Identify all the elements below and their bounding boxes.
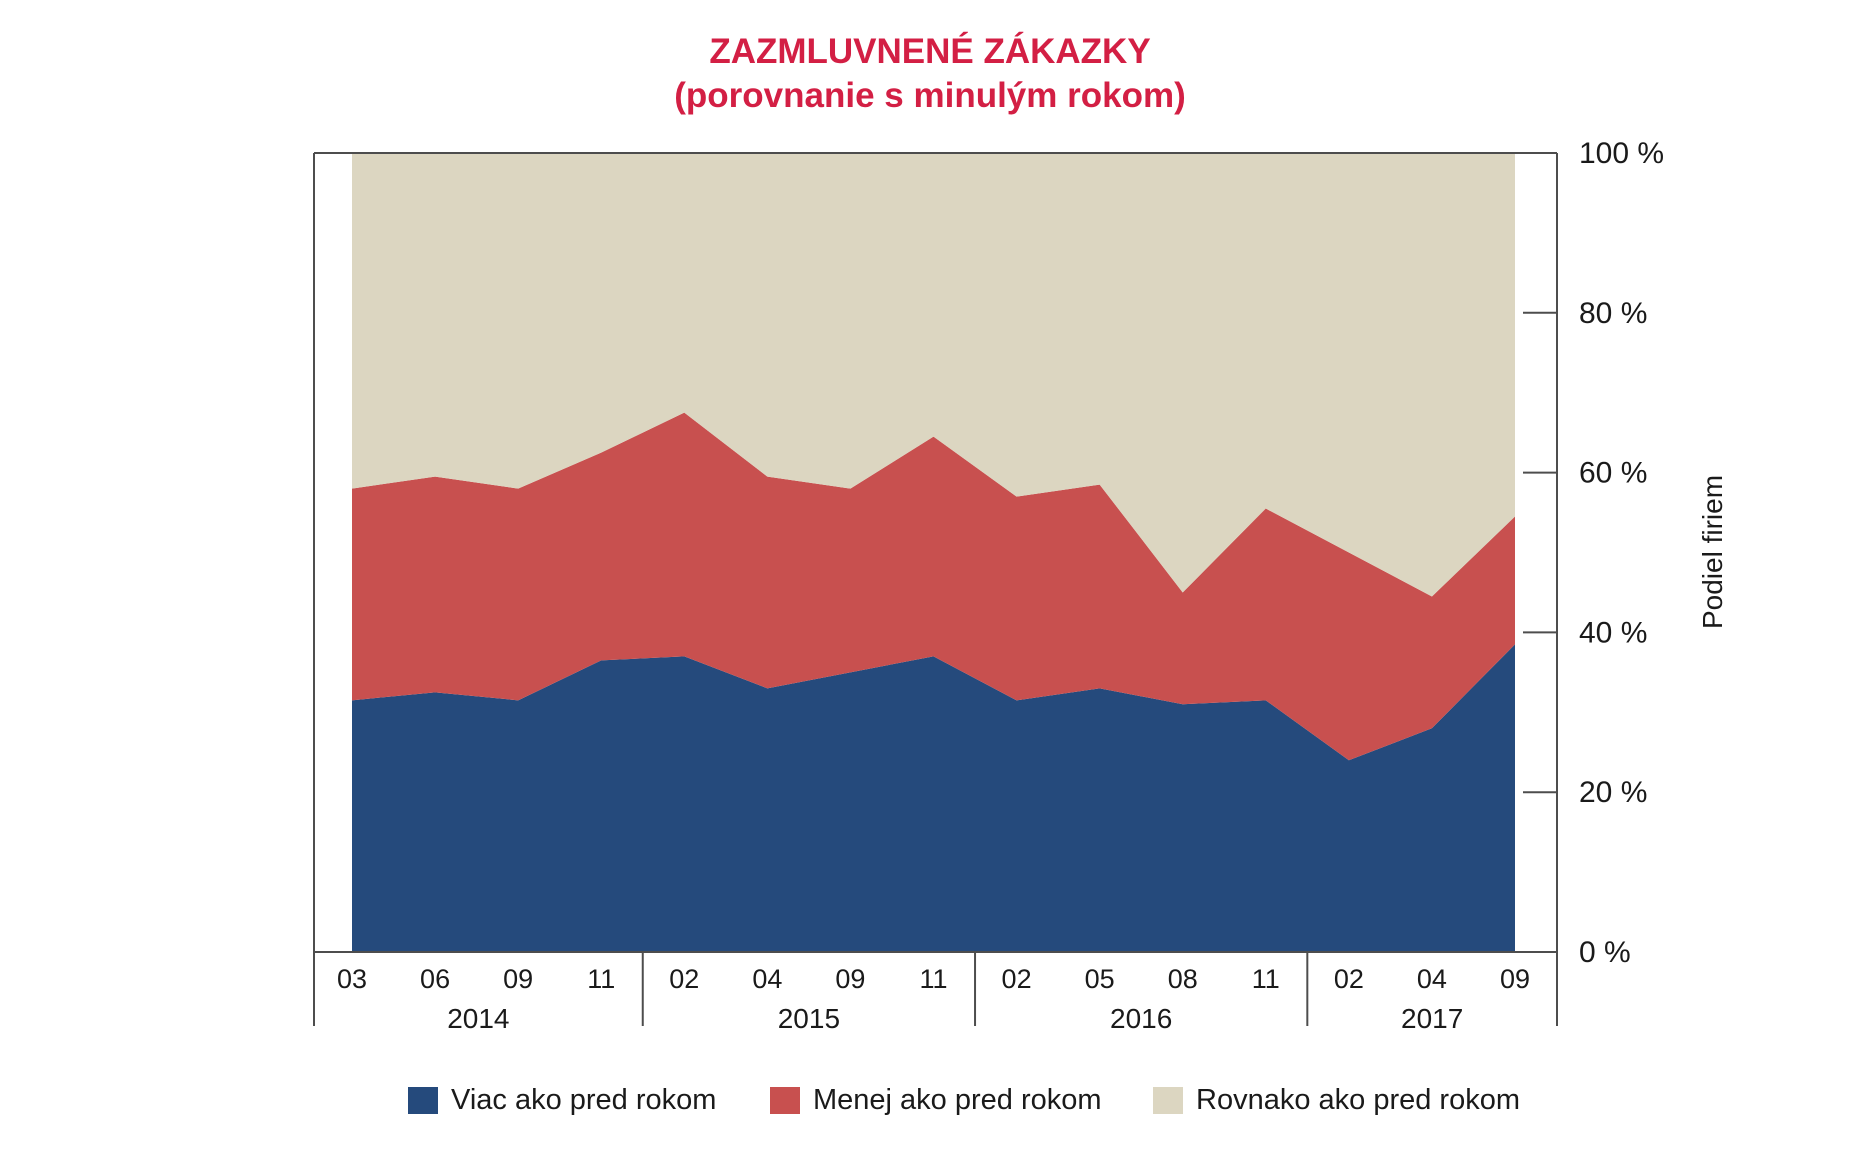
legend-swatch-viac bbox=[408, 1086, 438, 1114]
x-month-label-1: 06 bbox=[420, 964, 450, 994]
chart-subtitle: (porovnanie s minulým rokom) bbox=[674, 76, 1186, 115]
x-month-label-8: 02 bbox=[1002, 964, 1032, 994]
y-tick-label-40: 40 % bbox=[1579, 616, 1647, 649]
y-tick-label-80: 80 % bbox=[1579, 297, 1647, 330]
x-month-label-13: 04 bbox=[1417, 964, 1447, 994]
legend-label-viac: Viac ako pred rokom bbox=[451, 1083, 717, 1116]
x-year-label-2016: 2016 bbox=[1110, 1003, 1172, 1034]
chart-title-block: ZAZMLUVNENÉ ZÁKAZKY (porovnanie s minulý… bbox=[330, 30, 1530, 118]
x-month-label-9: 05 bbox=[1085, 964, 1115, 994]
x-month-label-11: 11 bbox=[1252, 964, 1280, 994]
x-year-label-2015: 2015 bbox=[778, 1003, 840, 1034]
x-month-label-6: 09 bbox=[835, 964, 865, 994]
legend-label-menej: Menej ako pred rokom bbox=[813, 1083, 1102, 1116]
x-month-label-3: 11 bbox=[587, 964, 615, 994]
legend-swatch-rovnako bbox=[1153, 1086, 1183, 1114]
x-month-label-0: 03 bbox=[337, 964, 367, 994]
area-series-2 bbox=[352, 153, 1515, 597]
y-tick-label-20: 20 % bbox=[1579, 776, 1647, 809]
x-month-label-10: 08 bbox=[1168, 964, 1198, 994]
legend-swatch-menej bbox=[770, 1086, 800, 1114]
x-month-label-12: 02 bbox=[1334, 964, 1364, 994]
y-tick-label-60: 60 % bbox=[1579, 457, 1647, 490]
y-tick-label-100: 100 % bbox=[1579, 137, 1664, 170]
x-year-label-2014: 2014 bbox=[447, 1003, 509, 1034]
x-month-label-7: 11 bbox=[919, 964, 947, 994]
y-axis-title: Podiel firiem bbox=[1697, 474, 1728, 630]
y-tick-label-0: 0 % bbox=[1579, 936, 1631, 969]
legend-item-menej: Menej ako pred rokom bbox=[770, 1084, 1102, 1116]
x-year-label-2017: 2017 bbox=[1401, 1003, 1463, 1034]
area-series-1 bbox=[352, 412, 1515, 761]
legend-item-rovnako: Rovnako ako pred rokom bbox=[1153, 1084, 1520, 1116]
x-month-label-2: 09 bbox=[503, 964, 533, 994]
chart-title: ZAZMLUVNENÉ ZÁKAZKY bbox=[709, 32, 1151, 71]
area-series-0 bbox=[352, 644, 1515, 952]
x-month-label-4: 02 bbox=[669, 964, 699, 994]
x-month-label-14: 09 bbox=[1500, 964, 1530, 994]
legend-label-rovnako: Rovnako ako pred rokom bbox=[1196, 1083, 1520, 1116]
legend-item-viac: Viac ako pred rokom bbox=[408, 1084, 716, 1116]
x-month-label-5: 04 bbox=[752, 964, 782, 994]
